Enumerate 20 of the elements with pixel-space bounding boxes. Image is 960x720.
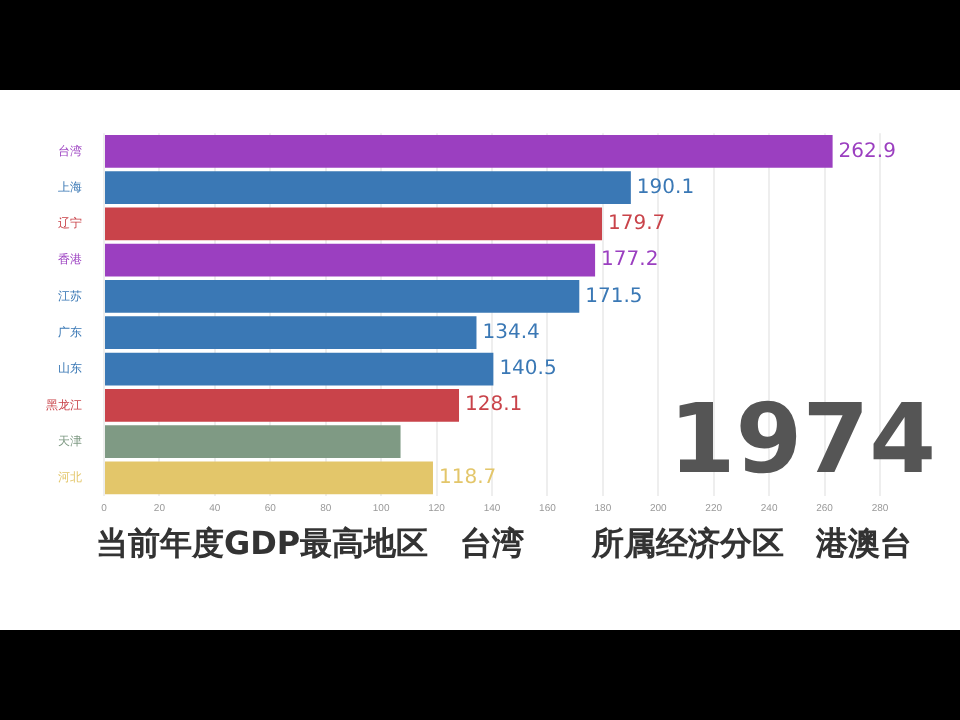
data-label: 262.9 (838, 140, 896, 163)
data-label: 177.2 (601, 249, 659, 272)
bar (105, 425, 401, 458)
text: 所属经济分区 港澳台 (592, 524, 912, 566)
data-label: 128.1 (465, 394, 523, 417)
data-label: 171.5 (585, 285, 643, 308)
bar (105, 171, 631, 204)
data-label: 118.7 (438, 467, 497, 490)
bar (105, 134, 833, 168)
bar (105, 207, 603, 241)
data-label: 190.1 (636, 176, 695, 199)
text: 当前年度GDP最高地区 台湾 (96, 524, 525, 566)
bar (105, 243, 596, 277)
bar (105, 352, 494, 386)
data-label: 179.7 (608, 213, 666, 236)
bar (105, 388, 460, 422)
annotation: 1974 (668, 384, 936, 496)
data-label: 134.4 (482, 321, 540, 344)
bar (105, 461, 433, 495)
data-label: 140.5 (499, 358, 557, 381)
